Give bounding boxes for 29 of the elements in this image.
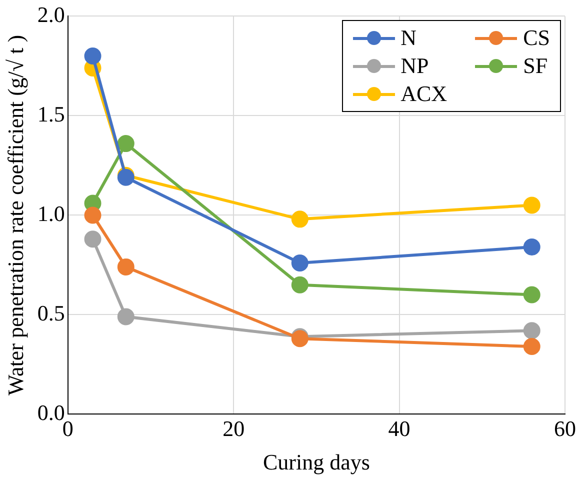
y-axis-title: Water penetration rate coefficient (g/√ t ) [2,34,28,396]
point [84,206,102,224]
point [523,338,540,356]
point [84,48,102,64]
y-tick-label: 0.0 [37,400,65,425]
x-tick-label: 20 [222,416,245,442]
legend-label: SF [523,53,548,80]
legend-label: ACX [400,81,448,108]
legend-label: N [400,25,417,52]
y-tick-label: 0.5 [37,300,65,326]
x-axis-title: Curing days [262,450,370,475]
legend-label: CS [523,25,550,52]
point [523,286,540,304]
point [291,254,308,272]
point [291,210,308,228]
legend-label: NP [400,53,429,80]
point [117,308,134,326]
point [523,238,540,256]
point [84,230,102,248]
point [117,135,134,152]
x-tick-label: 40 [388,416,410,442]
point [523,196,540,214]
point [117,258,134,276]
point [291,276,308,294]
y-tick-label: 1.5 [37,101,65,126]
point [523,322,540,340]
y-tick-label: 1.0 [37,200,65,226]
x-tick-label: 60 [554,416,576,442]
y-tick-label: 2.0 [37,2,65,27]
